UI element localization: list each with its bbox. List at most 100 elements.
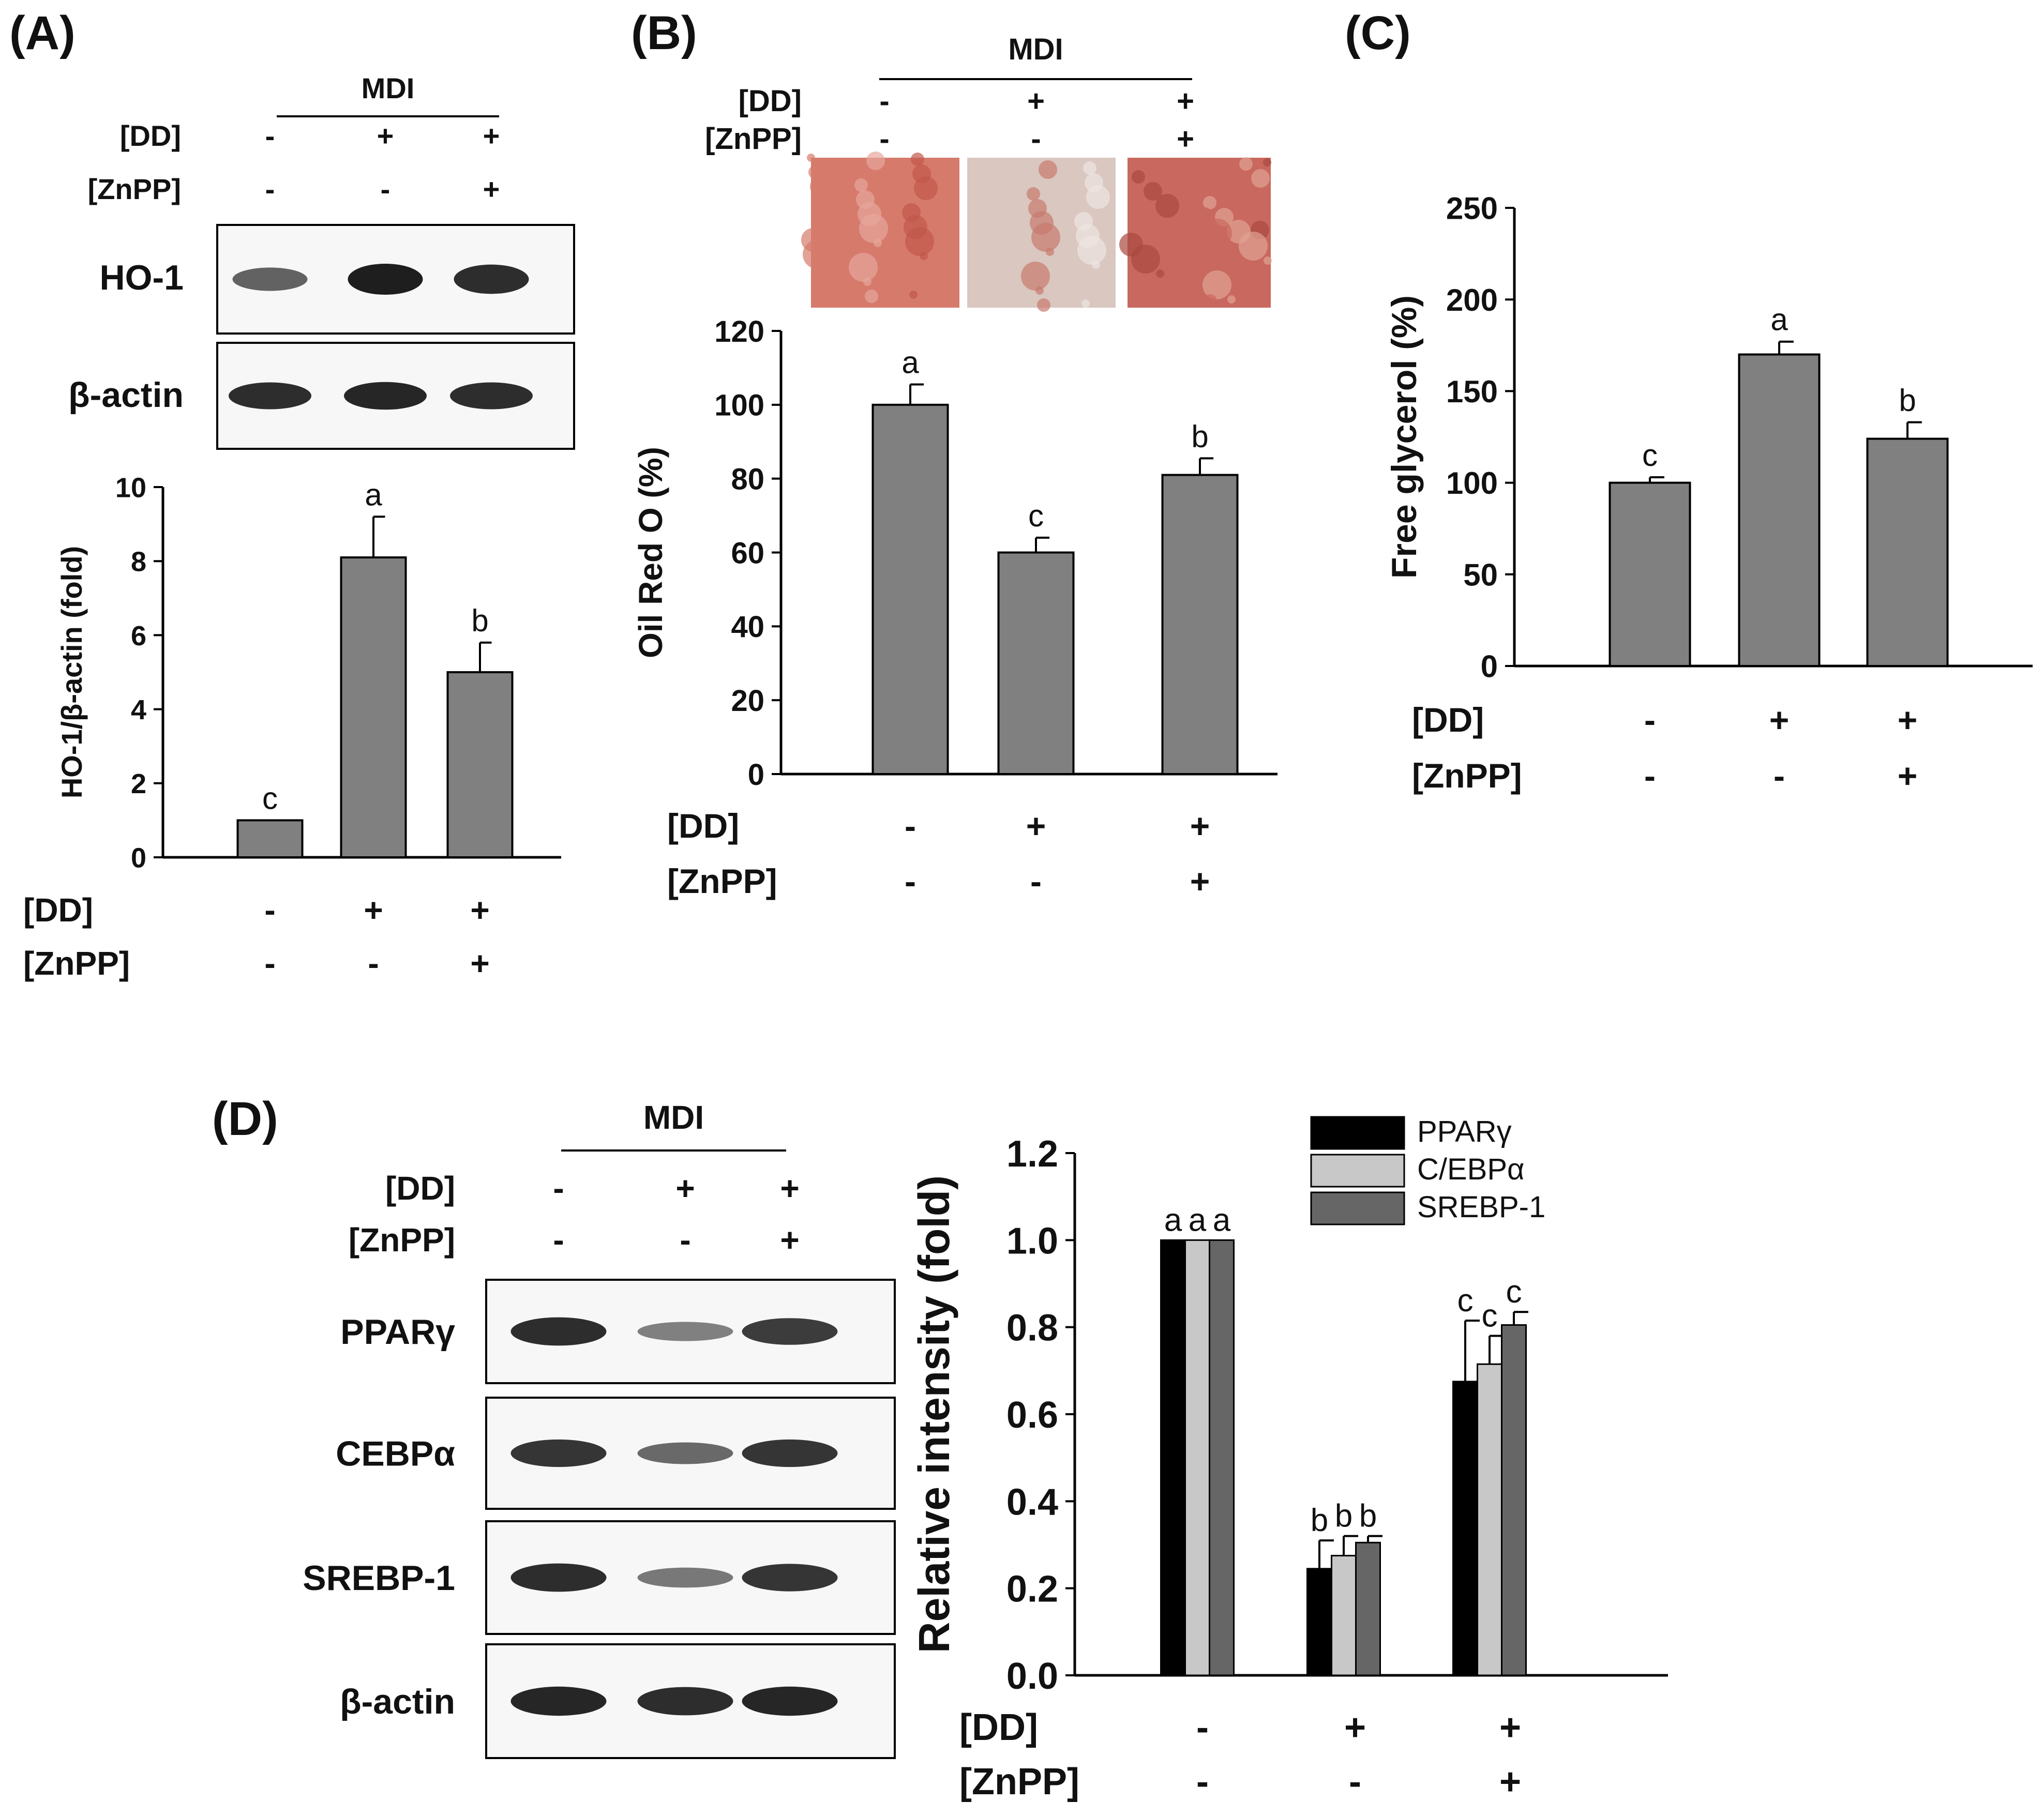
panel-a-mdi-header: MDI bbox=[362, 72, 415, 104]
panel-b-stain-droplet bbox=[1021, 262, 1050, 291]
panel-c-y-axis-label: Free glycerol (%) bbox=[1385, 295, 1424, 579]
panel-c-y-tick-label: 50 bbox=[1463, 557, 1498, 592]
panel-b-significance-letter: c bbox=[1028, 498, 1044, 533]
panel-d-header-sign: + bbox=[675, 1170, 695, 1207]
panel-d-blot-3-band bbox=[510, 1686, 607, 1716]
panel-b-bar bbox=[1161, 474, 1239, 775]
panel-b-treatment-sign: - bbox=[905, 862, 916, 900]
panel-b-header-sign: - bbox=[879, 84, 889, 118]
panel-d-label: (D) bbox=[212, 1093, 278, 1145]
panel-b-stain-droplet bbox=[1203, 219, 1232, 248]
panel-a-treatment-sign: + bbox=[364, 891, 383, 929]
panel-b-stain-droplet bbox=[979, 162, 987, 171]
panel-b-stain-droplet bbox=[920, 252, 928, 260]
panel-b-y-tick-label: 120 bbox=[714, 315, 764, 349]
panel-d-header-sign: + bbox=[780, 1170, 799, 1207]
panel-d-bar-0 bbox=[1452, 1381, 1478, 1676]
panel-d-bar-1 bbox=[1184, 1239, 1210, 1676]
panel-d-blot-1-band bbox=[742, 1439, 838, 1467]
panel-b-stain-droplet bbox=[1156, 269, 1164, 278]
panel-d-y-axis-label: Relative intensity (fold) bbox=[910, 1175, 958, 1653]
panel-d-significance-letter: b bbox=[1311, 1503, 1328, 1538]
panel-b-stain-droplet bbox=[991, 285, 1004, 299]
panel-d-blot-3-band bbox=[742, 1686, 838, 1716]
panel-b-stain-droplet bbox=[1239, 232, 1268, 261]
panel-c-bar bbox=[1866, 437, 1949, 667]
panel-d-bar-2 bbox=[1209, 1239, 1235, 1676]
panel-d-y-tick-label: 1.0 bbox=[1006, 1220, 1058, 1262]
panel-c-treatment-sign: - bbox=[1644, 701, 1656, 739]
panel-a-blot-ho1-band bbox=[348, 264, 423, 295]
panel-b-stain-droplet bbox=[1239, 157, 1253, 171]
panel-b-stain-droplet bbox=[1039, 160, 1057, 179]
panel-b-stain-droplet bbox=[1263, 158, 1271, 166]
panel-b-stain-droplet bbox=[1035, 286, 1044, 295]
panel-a-treatment-sign: + bbox=[470, 891, 489, 929]
panel-b-stain-droplet bbox=[863, 278, 871, 286]
panel-d-legend-swatch bbox=[1310, 1154, 1405, 1188]
panel-a-blot-actin-band bbox=[450, 382, 533, 410]
panel-d-legend-label: C/EBPα bbox=[1417, 1153, 1525, 1186]
panel-d-blot-0-band bbox=[510, 1317, 607, 1346]
panel-d-significance-letter: c bbox=[1482, 1298, 1498, 1334]
panel-b-stain-droplet bbox=[1144, 182, 1162, 201]
panel-b-y-tick-label: 40 bbox=[731, 610, 764, 644]
panel-d-mdi-header: MDI bbox=[643, 1099, 704, 1136]
panel-b-y-tick-label: 20 bbox=[731, 684, 764, 718]
panel-a-treatment-label: [DD] bbox=[120, 119, 181, 152]
panel-a-y-tick-label: 8 bbox=[131, 547, 146, 578]
panel-d-treatment-sign: + bbox=[1499, 1707, 1521, 1748]
panel-b-significance-letter: a bbox=[901, 345, 919, 380]
panel-d-blot-label: β-actin bbox=[340, 1682, 455, 1721]
panel-d-blot-3-band bbox=[637, 1687, 733, 1716]
panel-b-stain-droplet bbox=[817, 265, 825, 273]
panel-c-row-label: [DD] bbox=[1412, 701, 1484, 739]
panel-b-stain-droplet bbox=[1179, 195, 1198, 214]
panel-b-stain-droplet bbox=[1092, 261, 1100, 269]
panel-a-header-sign: - bbox=[265, 119, 275, 152]
panel-b-stain-droplet bbox=[1204, 294, 1217, 308]
panel-d-blot-0-band bbox=[637, 1322, 733, 1341]
panel-c-y-tick-label: 150 bbox=[1446, 374, 1498, 409]
panel-d-legend-label: SREBP-1 bbox=[1417, 1190, 1545, 1224]
panel-d-bar-2 bbox=[1501, 1324, 1527, 1676]
panel-d-significance-letter: a bbox=[1189, 1202, 1207, 1238]
panel-b-stain-droplet bbox=[1031, 223, 1060, 252]
panel-a-y-tick-label: 10 bbox=[115, 472, 146, 503]
panel-a-header-sign: + bbox=[377, 119, 394, 152]
panel-a-significance-letter: a bbox=[365, 477, 382, 512]
panel-d-row-label: [DD] bbox=[959, 1707, 1038, 1748]
panel-b-stain-droplet bbox=[905, 227, 934, 256]
panel-b-stain-droplet bbox=[1192, 282, 1200, 291]
panel-b-label: (B) bbox=[631, 7, 697, 59]
panel-b-header-sign: - bbox=[1031, 122, 1041, 156]
panel-b-stain-droplet bbox=[808, 165, 822, 179]
panel-d-treatment-sign: + bbox=[1499, 1761, 1521, 1803]
panel-d-y-tick-label: 0.4 bbox=[1006, 1481, 1058, 1523]
panel-a-label: (A) bbox=[9, 7, 76, 59]
panel-d-treatment-sign: - bbox=[1196, 1707, 1209, 1748]
panel-d-bar-1 bbox=[1477, 1363, 1502, 1676]
panel-b-stain-droplet bbox=[1167, 183, 1181, 196]
panel-d-y-tick-label: 0.8 bbox=[1006, 1308, 1058, 1349]
panel-b-stain-droplet bbox=[1155, 194, 1179, 218]
panel-b-stain-droplet bbox=[859, 214, 888, 243]
panel-d-header-sign: + bbox=[780, 1221, 799, 1259]
panel-d-legend-swatch bbox=[1310, 1191, 1405, 1225]
panel-d-bar-0 bbox=[1306, 1568, 1332, 1676]
panel-b-stain-droplet bbox=[1155, 171, 1164, 179]
panel-b-header-sign: + bbox=[1177, 122, 1194, 156]
panel-c-treatment-sign: + bbox=[1898, 756, 1918, 795]
panel-b-stain-droplet bbox=[1027, 187, 1040, 201]
panel-b-stain-droplet bbox=[1046, 248, 1054, 256]
panel-b-mdi-header: MDI bbox=[1008, 33, 1063, 66]
panel-b-stain-droplet bbox=[1083, 161, 1096, 175]
panel-b-stain-droplet bbox=[807, 154, 815, 162]
panel-d-blot-label: CEBPα bbox=[336, 1434, 455, 1474]
panel-d-legend-label: PPARγ bbox=[1417, 1115, 1512, 1148]
panel-c-treatment-sign: - bbox=[1644, 756, 1656, 795]
panel-c-treatment-sign: + bbox=[1898, 701, 1918, 739]
panel-b-stain-droplet bbox=[854, 178, 868, 192]
panel-b-treatment-sign: + bbox=[1190, 807, 1210, 845]
panel-b-y-axis-label: Oil Red O (%) bbox=[632, 447, 669, 658]
